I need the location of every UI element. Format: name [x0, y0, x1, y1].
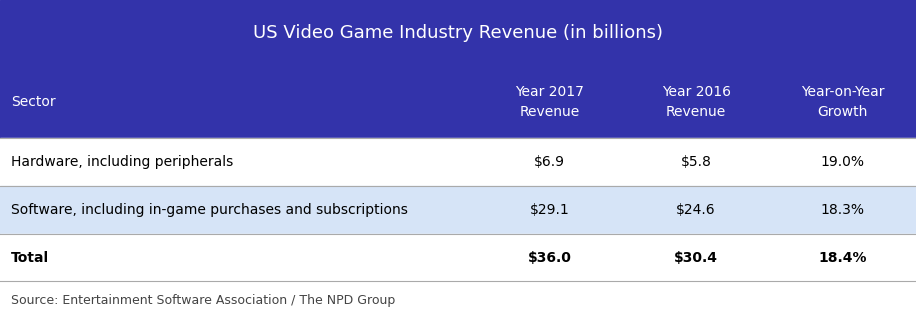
Bar: [0, 186, 916, 234]
Bar: [0, 66, 916, 138]
Text: Software, including in-game purchases and subscriptions: Software, including in-game purchases an…: [11, 203, 408, 217]
Text: $24.6: $24.6: [676, 203, 716, 217]
Text: US Video Game Industry Revenue (in billions): US Video Game Industry Revenue (in billi…: [253, 24, 663, 42]
Text: $6.9: $6.9: [534, 155, 565, 169]
Text: 18.3%: 18.3%: [821, 203, 865, 217]
Text: Hardware, including peripherals: Hardware, including peripherals: [11, 155, 234, 169]
Text: Sector: Sector: [11, 95, 56, 109]
Text: $36.0: $36.0: [528, 251, 572, 265]
Text: $5.8: $5.8: [681, 155, 712, 169]
Bar: [0, 138, 916, 186]
Text: Year 2016
Revenue: Year 2016 Revenue: [661, 85, 731, 119]
Text: Year-on-Year
Growth: Year-on-Year Growth: [801, 85, 885, 119]
Bar: [0, 0, 916, 66]
Text: $29.1: $29.1: [529, 203, 570, 217]
Bar: [0, 234, 916, 281]
Text: $30.4: $30.4: [674, 251, 718, 265]
Text: Source: Entertainment Software Association / The NPD Group: Source: Entertainment Software Associati…: [11, 294, 395, 307]
Text: Year 2017
Revenue: Year 2017 Revenue: [515, 85, 584, 119]
Text: 19.0%: 19.0%: [821, 155, 865, 169]
Text: 18.4%: 18.4%: [819, 251, 867, 265]
Text: Total: Total: [11, 251, 49, 265]
